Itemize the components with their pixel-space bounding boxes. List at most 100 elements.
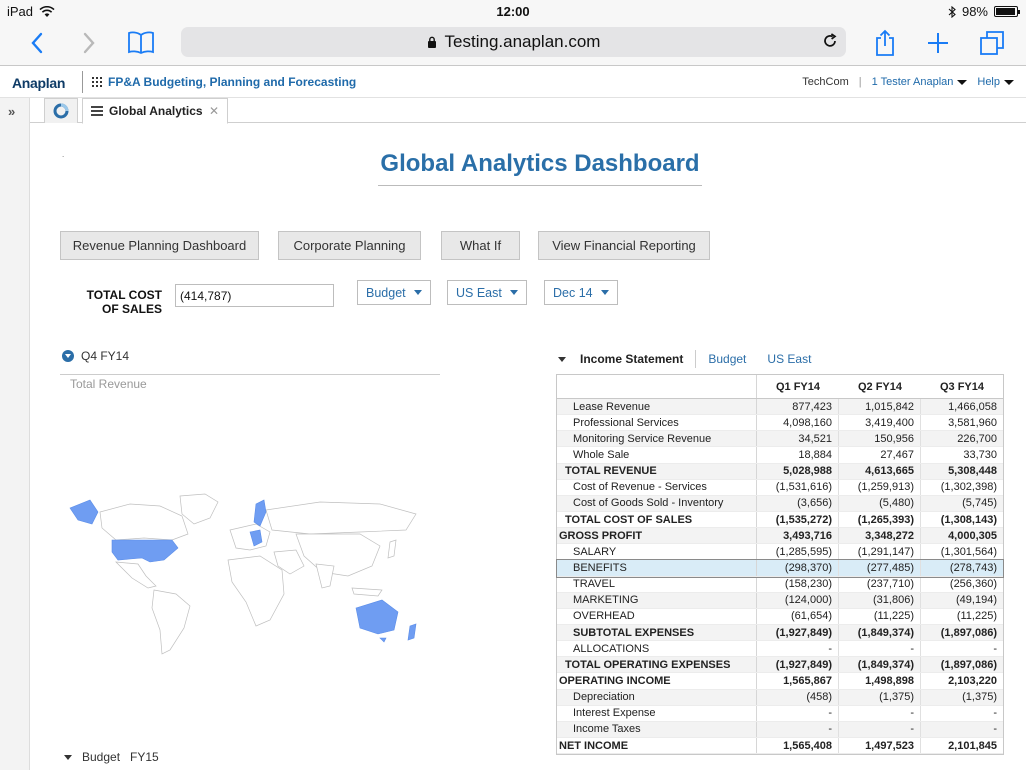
table-cell[interactable]: (1,531,616) [757, 479, 839, 495]
total-cost-of-sales-field[interactable]: (414,787) [175, 284, 334, 307]
table-cell[interactable]: 4,613,665 [839, 463, 921, 479]
tab-global-analytics[interactable]: Global Analytics ✕ [82, 98, 228, 124]
table-row[interactable]: TOTAL COST OF SALES (1,535,272) (1,265,393… [557, 511, 1003, 529]
close-icon[interactable]: ✕ [208, 104, 219, 118]
table-cell[interactable]: (278,743) [949, 561, 997, 574]
table-cell[interactable]: - [993, 723, 997, 736]
table-row[interactable]: Professional Services 4,098,160 3,419,400 3… [557, 415, 1003, 432]
user-menu[interactable]: 1 Tester Anaplan [872, 76, 968, 88]
table-row[interactable]: GROSS PROFIT 3,493,716 3,348,272 4,000,305 [557, 528, 1003, 545]
share-button[interactable] [868, 26, 902, 60]
table-cell[interactable]: (1,927,849) [757, 657, 839, 673]
table-cell[interactable]: (1,302,398) [940, 481, 997, 494]
table-cell[interactable]: (1,897,086) [940, 658, 997, 671]
table-row[interactable]: TRAVEL (158,230) (237,710) (256,360) [557, 576, 1003, 593]
table-cell[interactable]: (298,370) [757, 560, 839, 576]
table-row[interactable]: Cost of Goods Sold - Inventory (3,656) (5,… [557, 495, 1003, 512]
table-cell[interactable]: (1,308,143) [940, 513, 997, 526]
new-tab-button[interactable] [921, 26, 955, 60]
table-cell[interactable]: 5,308,448 [948, 465, 997, 478]
table-cell[interactable]: (1,375) [839, 689, 921, 705]
table-cell[interactable]: (1,927,849) [757, 624, 839, 641]
table-cell[interactable]: (1,849,374) [839, 657, 921, 673]
table-cell[interactable]: 27,467 [839, 447, 921, 463]
collapse-circle-icon[interactable] [62, 350, 74, 362]
period-dropdown[interactable]: Dec 14 [544, 280, 618, 305]
table-cell[interactable]: (1,285,595) [757, 544, 839, 560]
column-header[interactable]: Q3 FY14 [939, 380, 985, 393]
table-row[interactable]: OPERATING INCOME 1,565,867 1,498,898 2,103,… [557, 673, 1003, 690]
table-cell[interactable]: (3,656) [757, 495, 839, 511]
table-row[interactable]: SUBTOTAL EXPENSES (1,927,849) (1,849,374) (… [557, 624, 1003, 642]
table-cell[interactable]: (458) [757, 689, 839, 705]
table-cell[interactable]: (1,535,272) [757, 511, 839, 528]
is-version-dropdown[interactable]: Budget [708, 352, 751, 366]
expand-panel-icon[interactable]: » [8, 104, 16, 119]
revenue-planning-button[interactable]: Revenue Planning Dashboard [60, 231, 259, 260]
table-cell[interactable]: (124,000) [757, 592, 839, 608]
table-cell[interactable]: (277,485) [839, 560, 921, 576]
table-cell[interactable]: 18,884 [757, 447, 839, 463]
column-header[interactable]: Q1 FY14 [775, 380, 821, 393]
table-cell[interactable]: (158,230) [757, 576, 839, 592]
table-cell[interactable]: 34,521 [757, 431, 839, 447]
collapse-caret-icon[interactable] [558, 356, 566, 362]
table-cell[interactable]: 3,348,272 [839, 528, 921, 544]
table-cell[interactable]: 2,101,845 [948, 739, 997, 752]
table-cell[interactable]: (31,806) [839, 592, 921, 608]
table-cell[interactable]: - [839, 721, 921, 737]
menu-icon[interactable] [91, 106, 103, 116]
table-cell[interactable]: (5,480) [839, 495, 921, 511]
table-cell[interactable]: (1,301,564) [940, 545, 997, 558]
bookmarks-button[interactable] [124, 26, 158, 60]
home-tab[interactable] [44, 98, 78, 123]
bottom-section-header[interactable]: Budget FY15 [64, 750, 159, 764]
is-region-dropdown[interactable]: US East [767, 352, 816, 366]
table-row[interactable]: BENEFITS (298,370) (277,485) (278,743) [556, 559, 1004, 578]
view-financial-reporting-button[interactable]: View Financial Reporting [538, 231, 710, 260]
table-cell[interactable]: (1,259,913) [839, 479, 921, 495]
address-bar[interactable]: Testing.anaplan.com [181, 27, 846, 57]
back-button[interactable] [20, 26, 54, 60]
table-cell[interactable]: 3,419,400 [839, 415, 921, 431]
forward-button[interactable] [72, 26, 106, 60]
table-cell[interactable]: 150,956 [839, 431, 921, 447]
table-cell[interactable]: 877,423 [757, 399, 839, 415]
table-cell[interactable]: 1,466,058 [948, 400, 997, 413]
reload-icon[interactable] [822, 33, 838, 54]
table-cell[interactable]: 1,497,523 [839, 737, 921, 754]
table-cell[interactable]: 2,103,220 [948, 674, 997, 687]
table-cell[interactable]: (5,745) [962, 497, 997, 510]
table-row[interactable]: SALARY (1,285,595) (1,291,147) (1,301,564) [557, 544, 1003, 561]
table-row[interactable]: MARKETING (124,000) (31,806) (49,194) [557, 592, 1003, 609]
table-cell[interactable]: (1,265,393) [839, 511, 921, 528]
app-switcher[interactable]: FP&A Budgeting, Planning and Forecasting [92, 75, 356, 89]
table-cell[interactable]: - [757, 641, 839, 657]
table-cell[interactable]: - [757, 721, 839, 737]
table-cell[interactable]: (1,291,147) [839, 544, 921, 560]
table-row[interactable]: OVERHEAD (61,654) (11,225) (11,225) [557, 608, 1003, 625]
world-map[interactable] [60, 490, 440, 660]
table-row[interactable]: Depreciation (458) (1,375) (1,375) [557, 689, 1003, 706]
table-row[interactable]: TOTAL REVENUE 5,028,988 4,613,665 5,308,448 [557, 463, 1003, 480]
table-cell[interactable]: 5,028,988 [757, 463, 839, 479]
table-row[interactable]: Whole Sale 18,884 27,467 33,730 [557, 447, 1003, 464]
table-cell[interactable]: (11,225) [956, 610, 997, 623]
table-cell[interactable]: (237,710) [839, 576, 921, 592]
table-cell[interactable]: 1,565,867 [757, 673, 839, 689]
column-header[interactable]: Q2 FY14 [857, 380, 903, 393]
what-if-button[interactable]: What If [441, 231, 520, 260]
table-row[interactable]: Income Taxes - - - [557, 721, 1003, 738]
table-cell[interactable]: 3,581,960 [948, 416, 997, 429]
table-cell[interactable]: 1,498,898 [839, 673, 921, 689]
corporate-planning-button[interactable]: Corporate Planning [278, 231, 421, 260]
table-cell[interactable]: - [993, 642, 997, 655]
table-row[interactable]: TOTAL OPERATING EXPENSES (1,927,849) (1,84… [557, 657, 1003, 674]
table-cell[interactable]: (49,194) [956, 594, 997, 607]
help-menu[interactable]: Help [977, 76, 1014, 88]
table-cell[interactable]: 226,700 [957, 432, 997, 445]
table-cell[interactable]: 4,098,160 [757, 415, 839, 431]
table-cell[interactable]: (256,360) [949, 578, 997, 591]
table-cell[interactable]: (61,654) [757, 608, 839, 624]
region-dropdown[interactable]: US East [447, 280, 527, 305]
